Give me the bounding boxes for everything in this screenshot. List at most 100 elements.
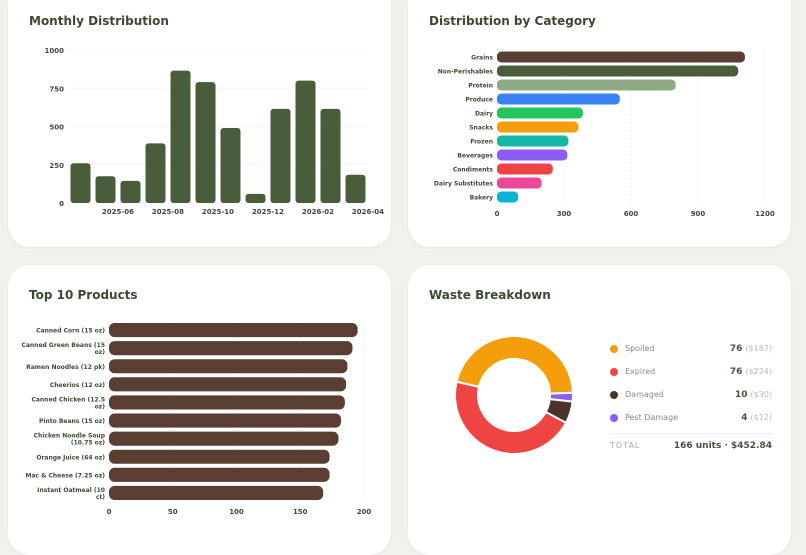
bar bbox=[109, 431, 339, 446]
waste-total: TOTAL 166 units · $452.84 bbox=[610, 433, 772, 451]
category-card: Distribution by Category bbox=[408, 0, 791, 247]
legend-amount: ($12) bbox=[750, 413, 772, 422]
category-label: Grains bbox=[471, 55, 493, 62]
x-tick-label: 2025-08 bbox=[152, 208, 184, 216]
bar bbox=[270, 108, 291, 203]
category-label: Dairy bbox=[475, 111, 493, 118]
legend-item: Damaged 10 ($30) bbox=[610, 383, 772, 406]
legend-swatch bbox=[610, 390, 618, 399]
category-label: Canned Chicken (12.5 oz) bbox=[31, 396, 105, 410]
y-tick-label: 500 bbox=[49, 124, 64, 132]
bar bbox=[109, 322, 358, 338]
x-tick-label: 200 bbox=[357, 508, 372, 516]
category-label: Instant Oatmeal (10 ct) bbox=[37, 487, 105, 501]
bar bbox=[109, 395, 345, 410]
x-tick-label: 2025-12 bbox=[252, 208, 284, 216]
bar bbox=[145, 143, 166, 203]
category-label: Produce bbox=[465, 97, 493, 104]
waste-legend: Spoiled 76 ($187) Expired 76 ($224) Damaged 10(… bbox=[610, 337, 772, 451]
x-tick-label: 2025-06 bbox=[102, 208, 134, 216]
legend-count: 76 bbox=[729, 366, 743, 377]
bar bbox=[497, 163, 553, 175]
category-label: Beverages bbox=[457, 153, 493, 160]
legend-swatch bbox=[610, 413, 618, 422]
category-label: Dairy Substitutes bbox=[434, 181, 494, 188]
bar bbox=[497, 51, 745, 63]
category-label: Pinto Beans (15 oz) bbox=[39, 418, 105, 425]
bar bbox=[109, 413, 342, 428]
bar bbox=[497, 135, 569, 147]
bar bbox=[220, 128, 241, 203]
y-tick-label: 750 bbox=[49, 85, 64, 93]
y-tick-label: 0 bbox=[59, 200, 64, 208]
bar bbox=[109, 449, 330, 464]
donut-slice bbox=[454, 380, 568, 455]
bar bbox=[497, 191, 519, 203]
chart-title: Distribution by Category bbox=[429, 14, 596, 28]
category-label: Canned Green Beans (15 oz) bbox=[21, 342, 105, 356]
y-tick-label: 250 bbox=[49, 162, 64, 170]
x-tick-label: 0 bbox=[107, 508, 112, 516]
bar bbox=[497, 107, 583, 119]
category-label: Protein bbox=[468, 83, 493, 90]
total-label: TOTAL bbox=[610, 441, 641, 450]
x-tick-label: 900 bbox=[691, 210, 706, 218]
bar bbox=[497, 65, 739, 77]
legend-item: Spoiled 76 ($187) bbox=[610, 337, 772, 360]
bar bbox=[195, 82, 216, 203]
category-label: Condiments bbox=[453, 167, 494, 174]
legend-swatch bbox=[610, 344, 618, 353]
y-tick-label: 1000 bbox=[45, 47, 65, 55]
category-label: Orange Juice (64 oz) bbox=[36, 454, 105, 461]
donut-slice bbox=[455, 335, 574, 395]
x-tick-label: 600 bbox=[624, 210, 639, 218]
category-label: Non-Perishables bbox=[438, 69, 494, 76]
products-card: Top 10 Products bbox=[8, 265, 391, 555]
bar bbox=[245, 193, 266, 203]
bar bbox=[70, 163, 91, 203]
bar bbox=[120, 180, 141, 203]
legend-count: 10 bbox=[734, 389, 748, 400]
x-tick-label: 0 bbox=[495, 210, 500, 218]
legend-amount: ($187) bbox=[745, 344, 772, 353]
legend-amount: ($30) bbox=[750, 390, 772, 399]
legend-amount: ($224) bbox=[745, 367, 772, 376]
bar bbox=[170, 70, 191, 203]
bar bbox=[109, 377, 347, 392]
legend-label: Spoiled bbox=[625, 344, 655, 353]
category-label: Frozen bbox=[470, 139, 493, 146]
legend-count: 4 bbox=[741, 412, 748, 423]
bar bbox=[497, 177, 542, 189]
bar bbox=[109, 359, 348, 374]
legend-label: Pest Damage bbox=[625, 413, 679, 422]
x-tick-label: 2025-10 bbox=[202, 208, 234, 216]
legend-item: Expired 76 ($224) bbox=[610, 360, 772, 383]
bar bbox=[497, 121, 579, 133]
bar bbox=[497, 149, 568, 161]
chart-title: Monthly Distribution bbox=[29, 14, 169, 28]
x-tick-label: 2026-02 bbox=[302, 208, 334, 216]
legend-label: Expired bbox=[625, 367, 656, 376]
bar bbox=[109, 485, 324, 501]
category-label: Cheerios (12 oz) bbox=[50, 382, 105, 389]
bar bbox=[295, 80, 316, 203]
bar bbox=[497, 79, 676, 91]
x-tick-label: 1200 bbox=[755, 210, 775, 218]
legend-item: Pest Damage 4 ($12) bbox=[610, 406, 772, 429]
chart-title: Waste Breakdown bbox=[429, 288, 551, 302]
category-label: Snacks bbox=[469, 125, 493, 132]
chart-title: Top 10 Products bbox=[29, 288, 138, 302]
legend-swatch bbox=[610, 367, 618, 376]
legend-label: Damaged bbox=[625, 390, 664, 399]
x-tick-label: 50 bbox=[168, 508, 178, 516]
x-tick-label: 150 bbox=[293, 508, 308, 516]
bar bbox=[320, 108, 341, 203]
category-label: Mac & Cheese (7.25 oz) bbox=[25, 472, 105, 479]
bar bbox=[109, 467, 330, 482]
bar bbox=[95, 176, 116, 203]
legend-count: 76 bbox=[729, 343, 743, 354]
category-label: Ramen Noodles (12 pk) bbox=[26, 364, 105, 371]
total-value: 166 units · $452.84 bbox=[673, 441, 772, 451]
category-label: Canned Corn (15 oz) bbox=[36, 328, 105, 335]
